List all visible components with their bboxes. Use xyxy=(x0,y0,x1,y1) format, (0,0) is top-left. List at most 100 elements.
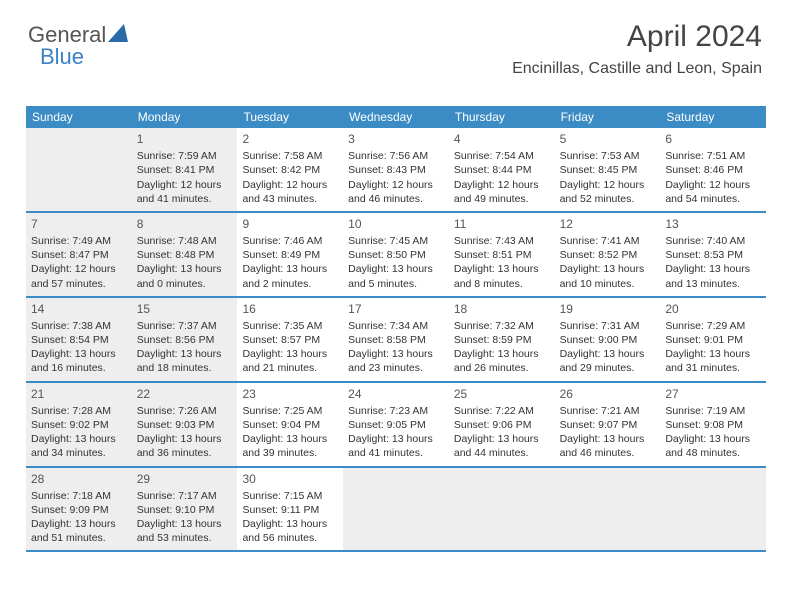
day-cell: 25Sunrise: 7:22 AMSunset: 9:06 PMDayligh… xyxy=(449,383,555,466)
day-daylight2: and 23 minutes. xyxy=(348,361,444,375)
day-daylight1: Daylight: 13 hours xyxy=(31,347,127,361)
day-sunset: Sunset: 9:00 PM xyxy=(560,333,656,347)
week-row: 28Sunrise: 7:18 AMSunset: 9:09 PMDayligh… xyxy=(26,468,766,553)
day-sunset: Sunset: 8:47 PM xyxy=(31,248,127,262)
day-cell: 10Sunrise: 7:45 AMSunset: 8:50 PMDayligh… xyxy=(343,213,449,296)
day-daylight1: Daylight: 13 hours xyxy=(560,262,656,276)
day-daylight1: Daylight: 13 hours xyxy=(137,347,233,361)
day-header-tuesday: Tuesday xyxy=(237,106,343,128)
day-header-sunday: Sunday xyxy=(26,106,132,128)
day-daylight1: Daylight: 12 hours xyxy=(454,178,550,192)
day-daylight2: and 52 minutes. xyxy=(560,192,656,206)
location: Encinillas, Castille and Leon, Spain xyxy=(512,60,762,78)
day-header-row: SundayMondayTuesdayWednesdayThursdayFrid… xyxy=(26,106,766,128)
day-daylight2: and 26 minutes. xyxy=(454,361,550,375)
day-cell xyxy=(449,468,555,551)
day-header-friday: Friday xyxy=(555,106,661,128)
day-cell xyxy=(660,468,766,551)
day-daylight1: Daylight: 13 hours xyxy=(454,262,550,276)
day-cell: 1Sunrise: 7:59 AMSunset: 8:41 PMDaylight… xyxy=(132,128,238,211)
day-daylight2: and 43 minutes. xyxy=(242,192,338,206)
day-sunset: Sunset: 9:04 PM xyxy=(242,418,338,432)
day-daylight2: and 0 minutes. xyxy=(137,277,233,291)
day-cell: 8Sunrise: 7:48 AMSunset: 8:48 PMDaylight… xyxy=(132,213,238,296)
day-daylight1: Daylight: 13 hours xyxy=(348,432,444,446)
day-daylight2: and 51 minutes. xyxy=(31,531,127,545)
header: April 2024 Encinillas, Castille and Leon… xyxy=(512,20,762,78)
day-sunrise: Sunrise: 7:29 AM xyxy=(665,319,761,333)
day-daylight1: Daylight: 12 hours xyxy=(31,262,127,276)
day-sunrise: Sunrise: 7:43 AM xyxy=(454,234,550,248)
day-number: 14 xyxy=(31,301,127,317)
day-sunrise: Sunrise: 7:19 AM xyxy=(665,404,761,418)
day-sunset: Sunset: 8:44 PM xyxy=(454,163,550,177)
day-number: 19 xyxy=(560,301,656,317)
day-number: 4 xyxy=(454,131,550,147)
day-daylight2: and 36 minutes. xyxy=(137,446,233,460)
day-sunset: Sunset: 9:01 PM xyxy=(665,333,761,347)
day-sunrise: Sunrise: 7:54 AM xyxy=(454,149,550,163)
day-cell: 14Sunrise: 7:38 AMSunset: 8:54 PMDayligh… xyxy=(26,298,132,381)
day-number: 12 xyxy=(560,216,656,232)
day-sunrise: Sunrise: 7:23 AM xyxy=(348,404,444,418)
day-sunset: Sunset: 9:03 PM xyxy=(137,418,233,432)
day-daylight2: and 49 minutes. xyxy=(454,192,550,206)
day-cell: 15Sunrise: 7:37 AMSunset: 8:56 PMDayligh… xyxy=(132,298,238,381)
day-daylight1: Daylight: 13 hours xyxy=(560,347,656,361)
day-sunrise: Sunrise: 7:38 AM xyxy=(31,319,127,333)
day-number: 13 xyxy=(665,216,761,232)
day-cell: 22Sunrise: 7:26 AMSunset: 9:03 PMDayligh… xyxy=(132,383,238,466)
day-daylight1: Daylight: 13 hours xyxy=(560,432,656,446)
page-title: April 2024 xyxy=(512,20,762,54)
day-number: 20 xyxy=(665,301,761,317)
day-daylight1: Daylight: 13 hours xyxy=(242,347,338,361)
day-sunrise: Sunrise: 7:40 AM xyxy=(665,234,761,248)
day-number: 18 xyxy=(454,301,550,317)
day-cell: 30Sunrise: 7:15 AMSunset: 9:11 PMDayligh… xyxy=(237,468,343,551)
day-sunset: Sunset: 8:43 PM xyxy=(348,163,444,177)
day-daylight1: Daylight: 13 hours xyxy=(31,432,127,446)
day-sunset: Sunset: 9:09 PM xyxy=(31,503,127,517)
day-number: 1 xyxy=(137,131,233,147)
day-cell xyxy=(555,468,661,551)
day-daylight2: and 31 minutes. xyxy=(665,361,761,375)
day-daylight1: Daylight: 12 hours xyxy=(348,178,444,192)
day-sunset: Sunset: 9:07 PM xyxy=(560,418,656,432)
day-number: 6 xyxy=(665,131,761,147)
day-daylight2: and 41 minutes. xyxy=(348,446,444,460)
day-daylight1: Daylight: 13 hours xyxy=(665,262,761,276)
day-daylight2: and 34 minutes. xyxy=(31,446,127,460)
calendar: SundayMondayTuesdayWednesdayThursdayFrid… xyxy=(26,106,766,552)
day-number: 23 xyxy=(242,386,338,402)
day-cell: 28Sunrise: 7:18 AMSunset: 9:09 PMDayligh… xyxy=(26,468,132,551)
day-sunset: Sunset: 8:53 PM xyxy=(665,248,761,262)
day-sunset: Sunset: 8:58 PM xyxy=(348,333,444,347)
day-number: 28 xyxy=(31,471,127,487)
day-cell: 12Sunrise: 7:41 AMSunset: 8:52 PMDayligh… xyxy=(555,213,661,296)
day-sunrise: Sunrise: 7:48 AM xyxy=(137,234,233,248)
day-daylight1: Daylight: 12 hours xyxy=(137,178,233,192)
day-number: 26 xyxy=(560,386,656,402)
day-sunset: Sunset: 9:10 PM xyxy=(137,503,233,517)
day-sunset: Sunset: 9:06 PM xyxy=(454,418,550,432)
day-daylight2: and 29 minutes. xyxy=(560,361,656,375)
day-daylight2: and 8 minutes. xyxy=(454,277,550,291)
day-sunrise: Sunrise: 7:22 AM xyxy=(454,404,550,418)
week-row: 7Sunrise: 7:49 AMSunset: 8:47 PMDaylight… xyxy=(26,213,766,298)
day-daylight2: and 13 minutes. xyxy=(665,277,761,291)
day-sunset: Sunset: 8:52 PM xyxy=(560,248,656,262)
day-sunrise: Sunrise: 7:21 AM xyxy=(560,404,656,418)
day-sunrise: Sunrise: 7:45 AM xyxy=(348,234,444,248)
day-number: 8 xyxy=(137,216,233,232)
day-sunset: Sunset: 8:51 PM xyxy=(454,248,550,262)
day-number: 15 xyxy=(137,301,233,317)
day-sunrise: Sunrise: 7:28 AM xyxy=(31,404,127,418)
day-daylight2: and 46 minutes. xyxy=(560,446,656,460)
day-sunset: Sunset: 8:45 PM xyxy=(560,163,656,177)
day-number: 22 xyxy=(137,386,233,402)
day-daylight1: Daylight: 13 hours xyxy=(348,262,444,276)
day-sunrise: Sunrise: 7:31 AM xyxy=(560,319,656,333)
day-daylight1: Daylight: 12 hours xyxy=(560,178,656,192)
day-number: 7 xyxy=(31,216,127,232)
day-sunset: Sunset: 8:41 PM xyxy=(137,163,233,177)
